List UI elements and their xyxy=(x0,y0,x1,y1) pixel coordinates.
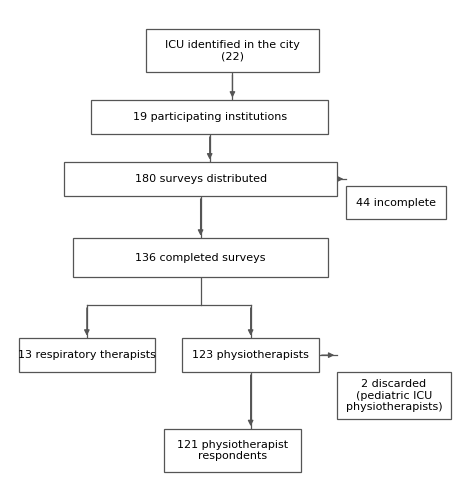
FancyBboxPatch shape xyxy=(18,338,155,372)
FancyBboxPatch shape xyxy=(337,372,451,420)
Text: 180 surveys distributed: 180 surveys distributed xyxy=(135,174,267,184)
Text: 13 respiratory therapists: 13 respiratory therapists xyxy=(18,350,156,360)
FancyBboxPatch shape xyxy=(91,100,328,134)
FancyBboxPatch shape xyxy=(146,29,319,72)
Text: ICU identified in the city
(22): ICU identified in the city (22) xyxy=(165,40,300,61)
FancyBboxPatch shape xyxy=(164,429,301,472)
Text: 19 participating institutions: 19 participating institutions xyxy=(133,112,287,122)
Text: 121 physiotherapist
respondents: 121 physiotherapist respondents xyxy=(177,439,288,461)
FancyBboxPatch shape xyxy=(73,239,328,277)
FancyBboxPatch shape xyxy=(346,186,447,219)
Text: 2 discarded
(pediatric ICU
physiotherapists): 2 discarded (pediatric ICU physiotherapi… xyxy=(346,379,442,412)
Text: 44 incomplete: 44 incomplete xyxy=(356,198,436,208)
Text: 136 completed surveys: 136 completed surveys xyxy=(136,252,266,262)
FancyBboxPatch shape xyxy=(182,338,319,372)
FancyBboxPatch shape xyxy=(64,162,337,195)
Text: 123 physiotherapists: 123 physiotherapists xyxy=(192,350,309,360)
